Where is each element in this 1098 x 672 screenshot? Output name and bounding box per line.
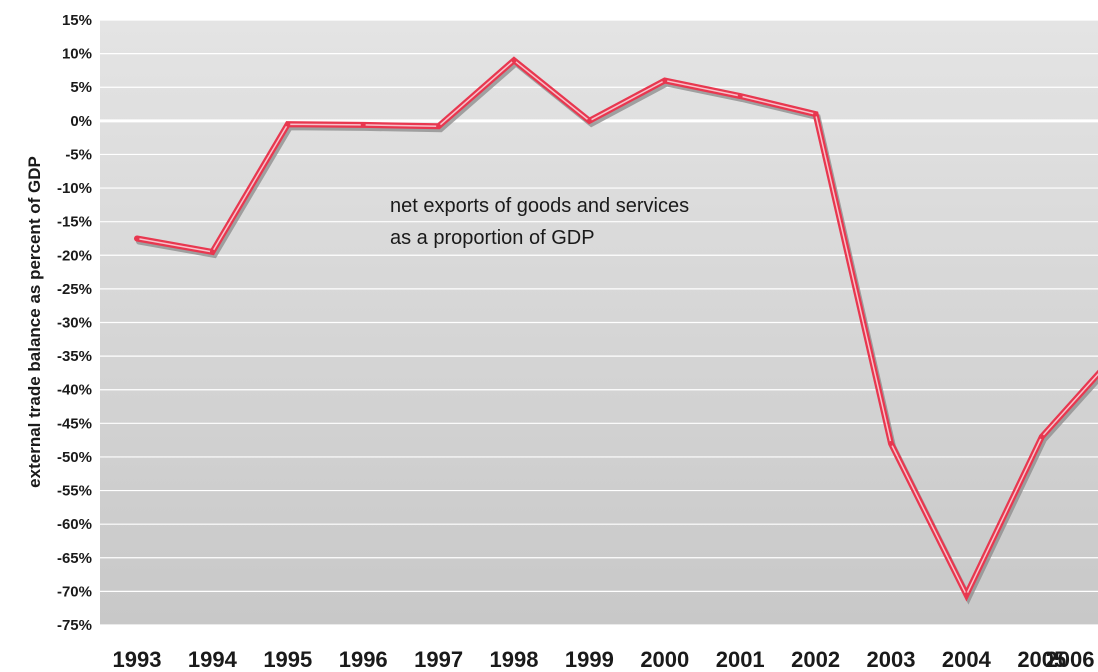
- y-tick-label: 10%: [62, 46, 92, 63]
- gridlines: [100, 19, 1098, 626]
- y-tick-label: -15%: [57, 214, 92, 231]
- data-point: [360, 122, 366, 128]
- y-tick-label: -10%: [57, 180, 92, 197]
- data-point: [511, 57, 517, 63]
- x-tick-label: 1996: [339, 647, 388, 672]
- series-lines: [134, 56, 1098, 605]
- x-tick-label: 1998: [490, 647, 539, 672]
- x-tick-label: 2002: [791, 647, 840, 672]
- x-tick-label: 2005: [1017, 647, 1066, 672]
- data-point: [285, 121, 291, 127]
- x-tick-label: 2001: [716, 647, 765, 672]
- data-point: [209, 249, 215, 255]
- annotation-line-1: net exports of goods and services: [390, 195, 689, 217]
- y-axis-label: external trade balance as percent of GDP: [25, 156, 44, 488]
- y-tick-label: -65%: [57, 550, 92, 567]
- x-tick-label: 1997: [414, 647, 463, 672]
- y-tick-label: -60%: [57, 516, 92, 533]
- x-tick-label: 2000: [640, 647, 689, 672]
- annotation-line-2: as a proportion of GDP: [390, 227, 595, 249]
- y-tick-label: 15%: [62, 12, 92, 29]
- x-tick-label: 2004: [942, 647, 992, 672]
- y-tick-label: -50%: [57, 449, 92, 466]
- series-line-highlight: [136, 59, 1098, 597]
- y-tick-label: -55%: [57, 483, 92, 500]
- y-tick-label: 5%: [70, 79, 92, 96]
- data-point: [963, 592, 969, 598]
- y-tick-label: -25%: [57, 281, 92, 298]
- data-point: [737, 93, 743, 99]
- x-tick-label: 1995: [263, 647, 312, 672]
- x-axis-ticks: 1993 1994 1995 1996 1997 1998 1999 2000 2001 2002…: [113, 647, 1095, 672]
- y-tick-label: -75%: [57, 617, 92, 634]
- data-point: [586, 118, 592, 124]
- y-axis-ticks: 15% 10% 5% 0% -5% -10% -15% -20% -25% -30% -35% -40…: [57, 12, 92, 634]
- x-tick-label: 1993: [113, 647, 162, 672]
- x-tick-label: 1994: [188, 647, 238, 672]
- y-tick-label: -70%: [57, 583, 92, 600]
- x-tick-label: 2003: [867, 647, 916, 672]
- y-tick-label: -30%: [57, 315, 92, 332]
- data-point: [436, 123, 442, 129]
- y-tick-label: 0%: [70, 113, 92, 130]
- x-tick-label: 1999: [565, 647, 614, 672]
- data-point: [888, 441, 894, 446]
- y-tick-label: -45%: [57, 415, 92, 432]
- y-tick-label: -20%: [57, 247, 92, 264]
- x-tick-label: 2006: [1046, 647, 1095, 672]
- y-tick-label: -35%: [57, 348, 92, 365]
- data-point: [1039, 434, 1045, 440]
- y-tick-label: -5%: [65, 146, 92, 163]
- data-point: [662, 78, 668, 83]
- data-point: [813, 111, 819, 117]
- y-tick-label: -40%: [57, 382, 92, 399]
- data-point: [134, 235, 140, 241]
